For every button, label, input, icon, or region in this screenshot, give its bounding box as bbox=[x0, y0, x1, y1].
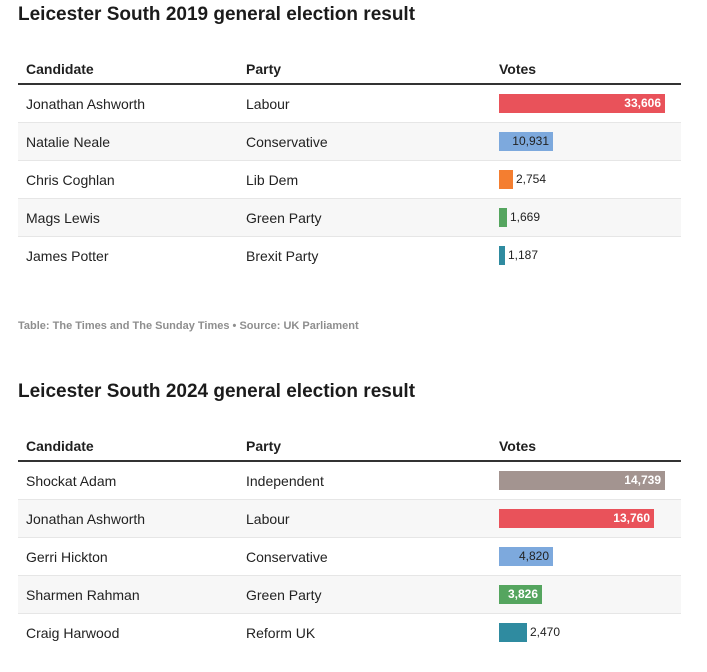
table-row: Gerri Hickton Conservative 4,820 bbox=[18, 538, 681, 576]
table-row: Jonathan Ashworth Labour 13,760 bbox=[18, 500, 681, 538]
header-votes: Votes bbox=[499, 61, 537, 77]
votes-cell: 14,739 bbox=[499, 471, 679, 490]
party-name: Reform UK bbox=[246, 625, 316, 641]
party-name: Conservative bbox=[246, 549, 328, 565]
candidate-name: Jonathan Ashworth bbox=[26, 511, 146, 527]
votes-bar bbox=[499, 509, 654, 528]
candidate-name: Gerri Hickton bbox=[26, 549, 108, 565]
votes-cell: 10,931 bbox=[499, 132, 679, 151]
votes-label: 2,470 bbox=[530, 625, 561, 639]
candidate-name: Natalie Neale bbox=[26, 134, 111, 150]
party-name: Brexit Party bbox=[246, 248, 319, 264]
table-body: Shockat Adam Independent 14,739 Jonathan As… bbox=[18, 462, 681, 651]
votes-cell: 33,606 bbox=[499, 94, 679, 113]
candidate-name: Chris Coghlan bbox=[26, 172, 115, 188]
table-row: Craig Harwood Reform UK 2,470 bbox=[18, 614, 681, 651]
votes-label: 2,754 bbox=[516, 172, 547, 186]
votes-cell: 3,826 bbox=[499, 585, 679, 604]
votes-cell: 1,187 bbox=[499, 246, 679, 265]
party-name: Conservative bbox=[246, 134, 328, 150]
votes-label: 3,826 bbox=[507, 587, 538, 601]
table-body: Jonathan Ashworth Labour 33,606 Natalie Nea… bbox=[18, 85, 681, 274]
votes-label: 13,760 bbox=[613, 511, 650, 525]
votes-bar bbox=[499, 471, 665, 490]
votes-bar bbox=[499, 585, 542, 604]
table-title: Leicester South 2019 general election re… bbox=[18, 4, 416, 25]
header-candidate: Candidate bbox=[26, 61, 94, 77]
party-name: Labour bbox=[246, 96, 290, 112]
votes-bar bbox=[499, 623, 527, 642]
votes-bar bbox=[499, 170, 513, 189]
votes-cell: 2,754 bbox=[499, 170, 679, 189]
votes-bar bbox=[499, 132, 553, 151]
table-title: Leicester South 2024 general election re… bbox=[18, 381, 416, 402]
header-votes: Votes bbox=[499, 438, 537, 454]
votes-bar bbox=[499, 94, 665, 113]
party-name: Labour bbox=[246, 511, 290, 527]
votes-label: 1,669 bbox=[510, 210, 541, 224]
party-name: Lib Dem bbox=[246, 172, 299, 188]
table-row: Sharmen Rahman Green Party 3,826 bbox=[18, 576, 681, 614]
party-name: Green Party bbox=[246, 210, 322, 226]
votes-label: 1,187 bbox=[508, 248, 539, 262]
votes-cell: 13,760 bbox=[499, 509, 679, 528]
party-name: Independent bbox=[246, 473, 324, 489]
table-row: Mags Lewis Green Party 1,669 bbox=[18, 199, 681, 237]
votes-cell: 4,820 bbox=[499, 547, 679, 566]
results-table-2024: Leicester South 2024 general election re… bbox=[18, 377, 681, 651]
votes-label: 33,606 bbox=[624, 96, 661, 110]
candidate-name: Craig Harwood bbox=[26, 625, 120, 641]
table-row: Natalie Neale Conservative 10,931 bbox=[18, 123, 681, 161]
table-row: Shockat Adam Independent 14,739 bbox=[18, 462, 681, 500]
table-row: Chris Coghlan Lib Dem 2,754 bbox=[18, 161, 681, 199]
header-party: Party bbox=[246, 438, 282, 454]
candidate-name: Shockat Adam bbox=[26, 473, 117, 489]
header-candidate: Candidate bbox=[26, 438, 94, 454]
candidate-name: Jonathan Ashworth bbox=[26, 96, 146, 112]
votes-label: 10,931 bbox=[512, 134, 549, 148]
table-row: James Potter Brexit Party 1,187 bbox=[18, 237, 681, 274]
table-row: Jonathan Ashworth Labour 33,606 bbox=[18, 85, 681, 123]
table-header-row: Candidate Party Votes bbox=[18, 432, 681, 462]
votes-bar bbox=[499, 547, 553, 566]
party-name: Green Party bbox=[246, 587, 322, 603]
candidate-name: Sharmen Rahman bbox=[26, 587, 140, 603]
votes-cell: 2,470 bbox=[499, 623, 679, 642]
votes-label: 4,820 bbox=[518, 549, 549, 563]
votes-cell: 1,669 bbox=[499, 208, 679, 227]
candidate-name: James Potter bbox=[26, 248, 109, 264]
results-table-2019: Leicester South 2019 general election re… bbox=[18, 0, 681, 332]
candidate-name: Mags Lewis bbox=[26, 210, 100, 226]
table-footnote: Table: The Times and The Sunday Times • … bbox=[18, 320, 359, 332]
header-party: Party bbox=[246, 61, 282, 77]
table-header-row: Candidate Party Votes bbox=[18, 55, 681, 85]
votes-label: 14,739 bbox=[624, 473, 661, 487]
votes-bar bbox=[499, 208, 507, 227]
votes-bar bbox=[499, 246, 505, 265]
